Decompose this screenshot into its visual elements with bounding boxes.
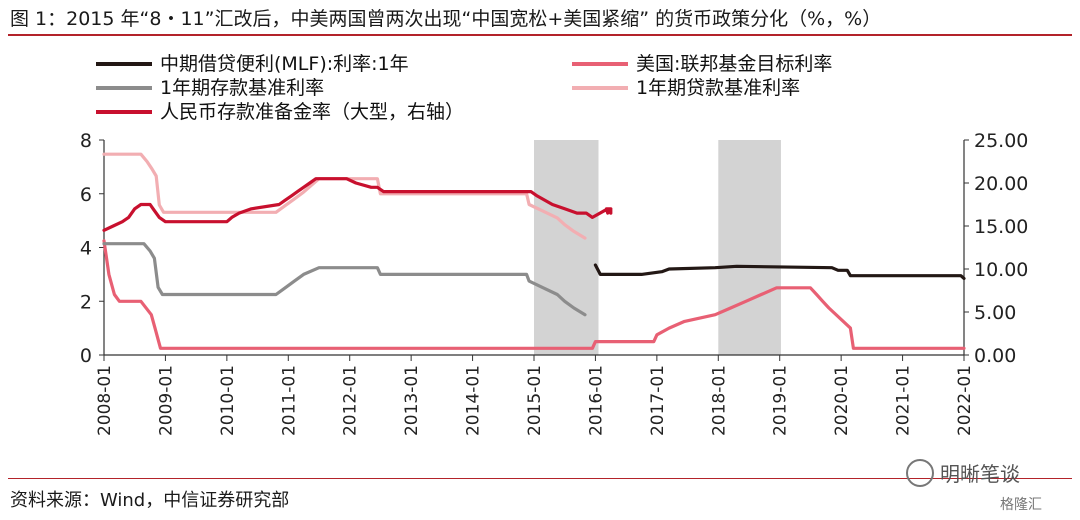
y-tick-label: 6 <box>80 184 92 206</box>
x-tick-label: 2009-01 <box>156 365 176 436</box>
x-tick-label: 2015-01 <box>525 365 545 436</box>
watermark: 明晰笔谈 <box>906 458 1020 487</box>
series-line-1 <box>102 239 966 350</box>
y2-tick-label: 20.00 <box>974 173 1028 195</box>
top-rule <box>8 34 1072 36</box>
source-note: 资料来源：Wind，中信证券研究部 <box>10 490 290 511</box>
series-line-4 <box>102 177 613 232</box>
y-tick-label: 8 <box>80 130 92 152</box>
x-tick-label: 2019-01 <box>771 365 791 436</box>
legend-label-2: 1年期存款基准利率 <box>160 77 324 99</box>
series-line-0 <box>593 263 966 280</box>
legend-label-3: 1年期贷款基准利率 <box>636 77 800 99</box>
x-tick-label: 2013-01 <box>402 365 422 436</box>
x-tick-label: 2011-01 <box>279 365 299 436</box>
legend-label-1: 美国:联邦基金目标利率 <box>636 53 832 75</box>
shaded-period-0 <box>534 140 599 355</box>
y2-tick-label: 10.00 <box>974 259 1028 281</box>
x-tick-label: 2021-01 <box>894 365 914 436</box>
y-tick-label: 0 <box>80 345 92 367</box>
y2-tick-label: 25.00 <box>974 130 1028 152</box>
x-tick-label: 2020-01 <box>832 365 852 436</box>
x-tick-label: 2012-01 <box>341 365 361 436</box>
line-chart: 0 2 4 6 8 0.00 5.00 10.00 15.00 20.00 25.00 2008-01… <box>80 53 1029 436</box>
wechat-logo-icon <box>906 458 934 487</box>
bottom-rule <box>8 478 1072 479</box>
x-tick-label: 2022-01 <box>955 365 975 436</box>
x-tick-label: 2016-01 <box>586 365 606 436</box>
legend-label-0: 中期借贷便利(MLF):利率:1年 <box>160 53 409 75</box>
watermark-text: 明晰笔谈 <box>940 462 1020 486</box>
series-line-3 <box>102 152 587 240</box>
y-tick-label: 4 <box>80 238 92 260</box>
legend-label-4: 人民币存款准备金率（大型，右轴） <box>160 101 464 123</box>
x-tick-label: 2017-01 <box>648 365 668 436</box>
x-tick-label: 2008-01 <box>95 365 115 436</box>
x-tick-label: 2018-01 <box>709 365 729 436</box>
watermark-secondary: 格隆汇 <box>1000 497 1042 513</box>
series-line-2 <box>102 242 587 317</box>
y2-tick-label: 5.00 <box>974 302 1016 324</box>
shaded-period-1 <box>718 140 781 355</box>
y-tick-label: 2 <box>80 291 92 313</box>
x-tick-label: 2014-01 <box>464 365 484 436</box>
chart-title: 图 1：2015 年“8・11”汇改后，中美两国曾两次出现“中国宽松+美国紧缩”… <box>10 8 882 30</box>
y2-tick-label: 0.00 <box>974 345 1016 367</box>
x-tick-label: 2010-01 <box>218 365 238 436</box>
y2-tick-label: 15.00 <box>974 216 1028 238</box>
